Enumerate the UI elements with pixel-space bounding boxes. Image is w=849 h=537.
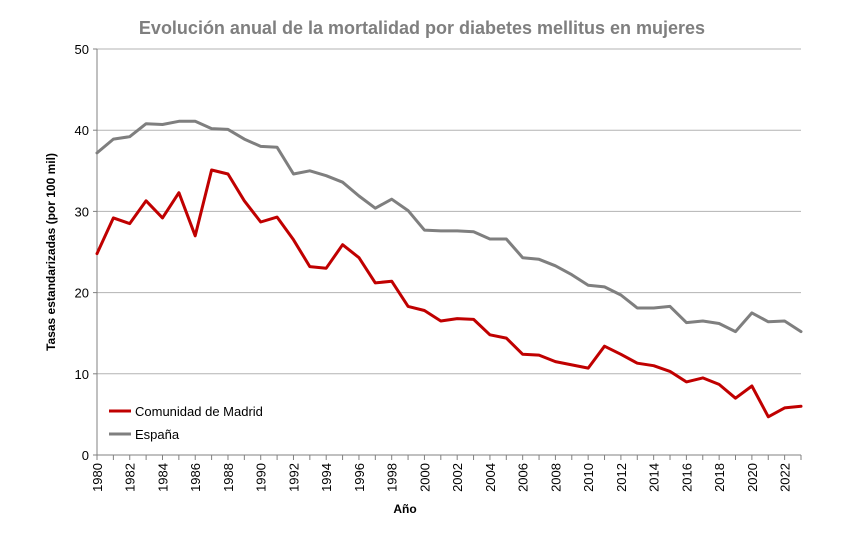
x-tick-label: 2006 [516, 463, 531, 492]
series-lines [95, 119, 803, 419]
legend-label: España [135, 427, 180, 442]
y-tick-label: 30 [75, 204, 89, 219]
x-tick-label: 1982 [123, 463, 138, 492]
x-tick-label: 1984 [155, 463, 170, 492]
x-tick-label: 2016 [679, 463, 694, 492]
legend: Comunidad de Madrid España [109, 404, 263, 442]
y-tick-labels: 0 10 20 30 40 50 [75, 42, 89, 463]
x-tick-label: 2018 [712, 463, 727, 492]
x-tick-label: 1992 [286, 463, 301, 492]
y-tick-label: 0 [82, 448, 89, 463]
x-tick-label: 2002 [450, 463, 465, 492]
axes [93, 48, 802, 460]
x-tick-label: 2022 [778, 463, 793, 492]
x-tick-label: 2000 [417, 463, 432, 492]
y-tick-label: 10 [75, 367, 89, 382]
x-tick-label: 2010 [581, 463, 596, 492]
x-tick-label: 2020 [745, 463, 760, 492]
chart-title: Evolución anual de la mortalidad por dia… [139, 18, 705, 38]
legend-label: Comunidad de Madrid [135, 404, 263, 419]
x-tick-label: 1980 [90, 463, 105, 492]
x-tick-label: 1986 [188, 463, 203, 492]
x-tick-label: 1990 [254, 463, 269, 492]
x-axis-label: Año [393, 502, 416, 516]
x-tick-label: 2004 [483, 463, 498, 492]
x-tick-label: 2012 [614, 463, 629, 492]
x-tick-label: 1994 [319, 463, 334, 492]
x-tick-label: 2014 [647, 463, 662, 492]
x-tick-label: 1996 [352, 463, 367, 492]
x-tick-label: 2008 [548, 463, 563, 492]
series-line-comunidad-de-madrid [95, 168, 803, 419]
y-axis-label: Tasas estandarizadas (por 100 mil) [44, 153, 58, 351]
y-tick-label: 40 [75, 123, 89, 138]
x-tick-label: 1998 [385, 463, 400, 492]
x-tick-labels: 1980 1982 1984 1986 1988 1990 1992 1994 1996 1998… [90, 463, 793, 492]
y-tick-label: 50 [75, 42, 89, 57]
y-tick-label: 20 [75, 286, 89, 301]
x-tick-label: 1988 [221, 463, 236, 492]
series-line-españa [95, 119, 803, 334]
